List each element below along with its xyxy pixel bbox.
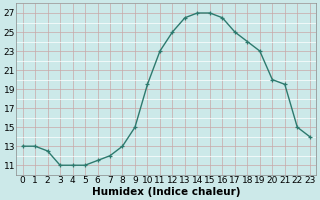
X-axis label: Humidex (Indice chaleur): Humidex (Indice chaleur) (92, 187, 240, 197)
